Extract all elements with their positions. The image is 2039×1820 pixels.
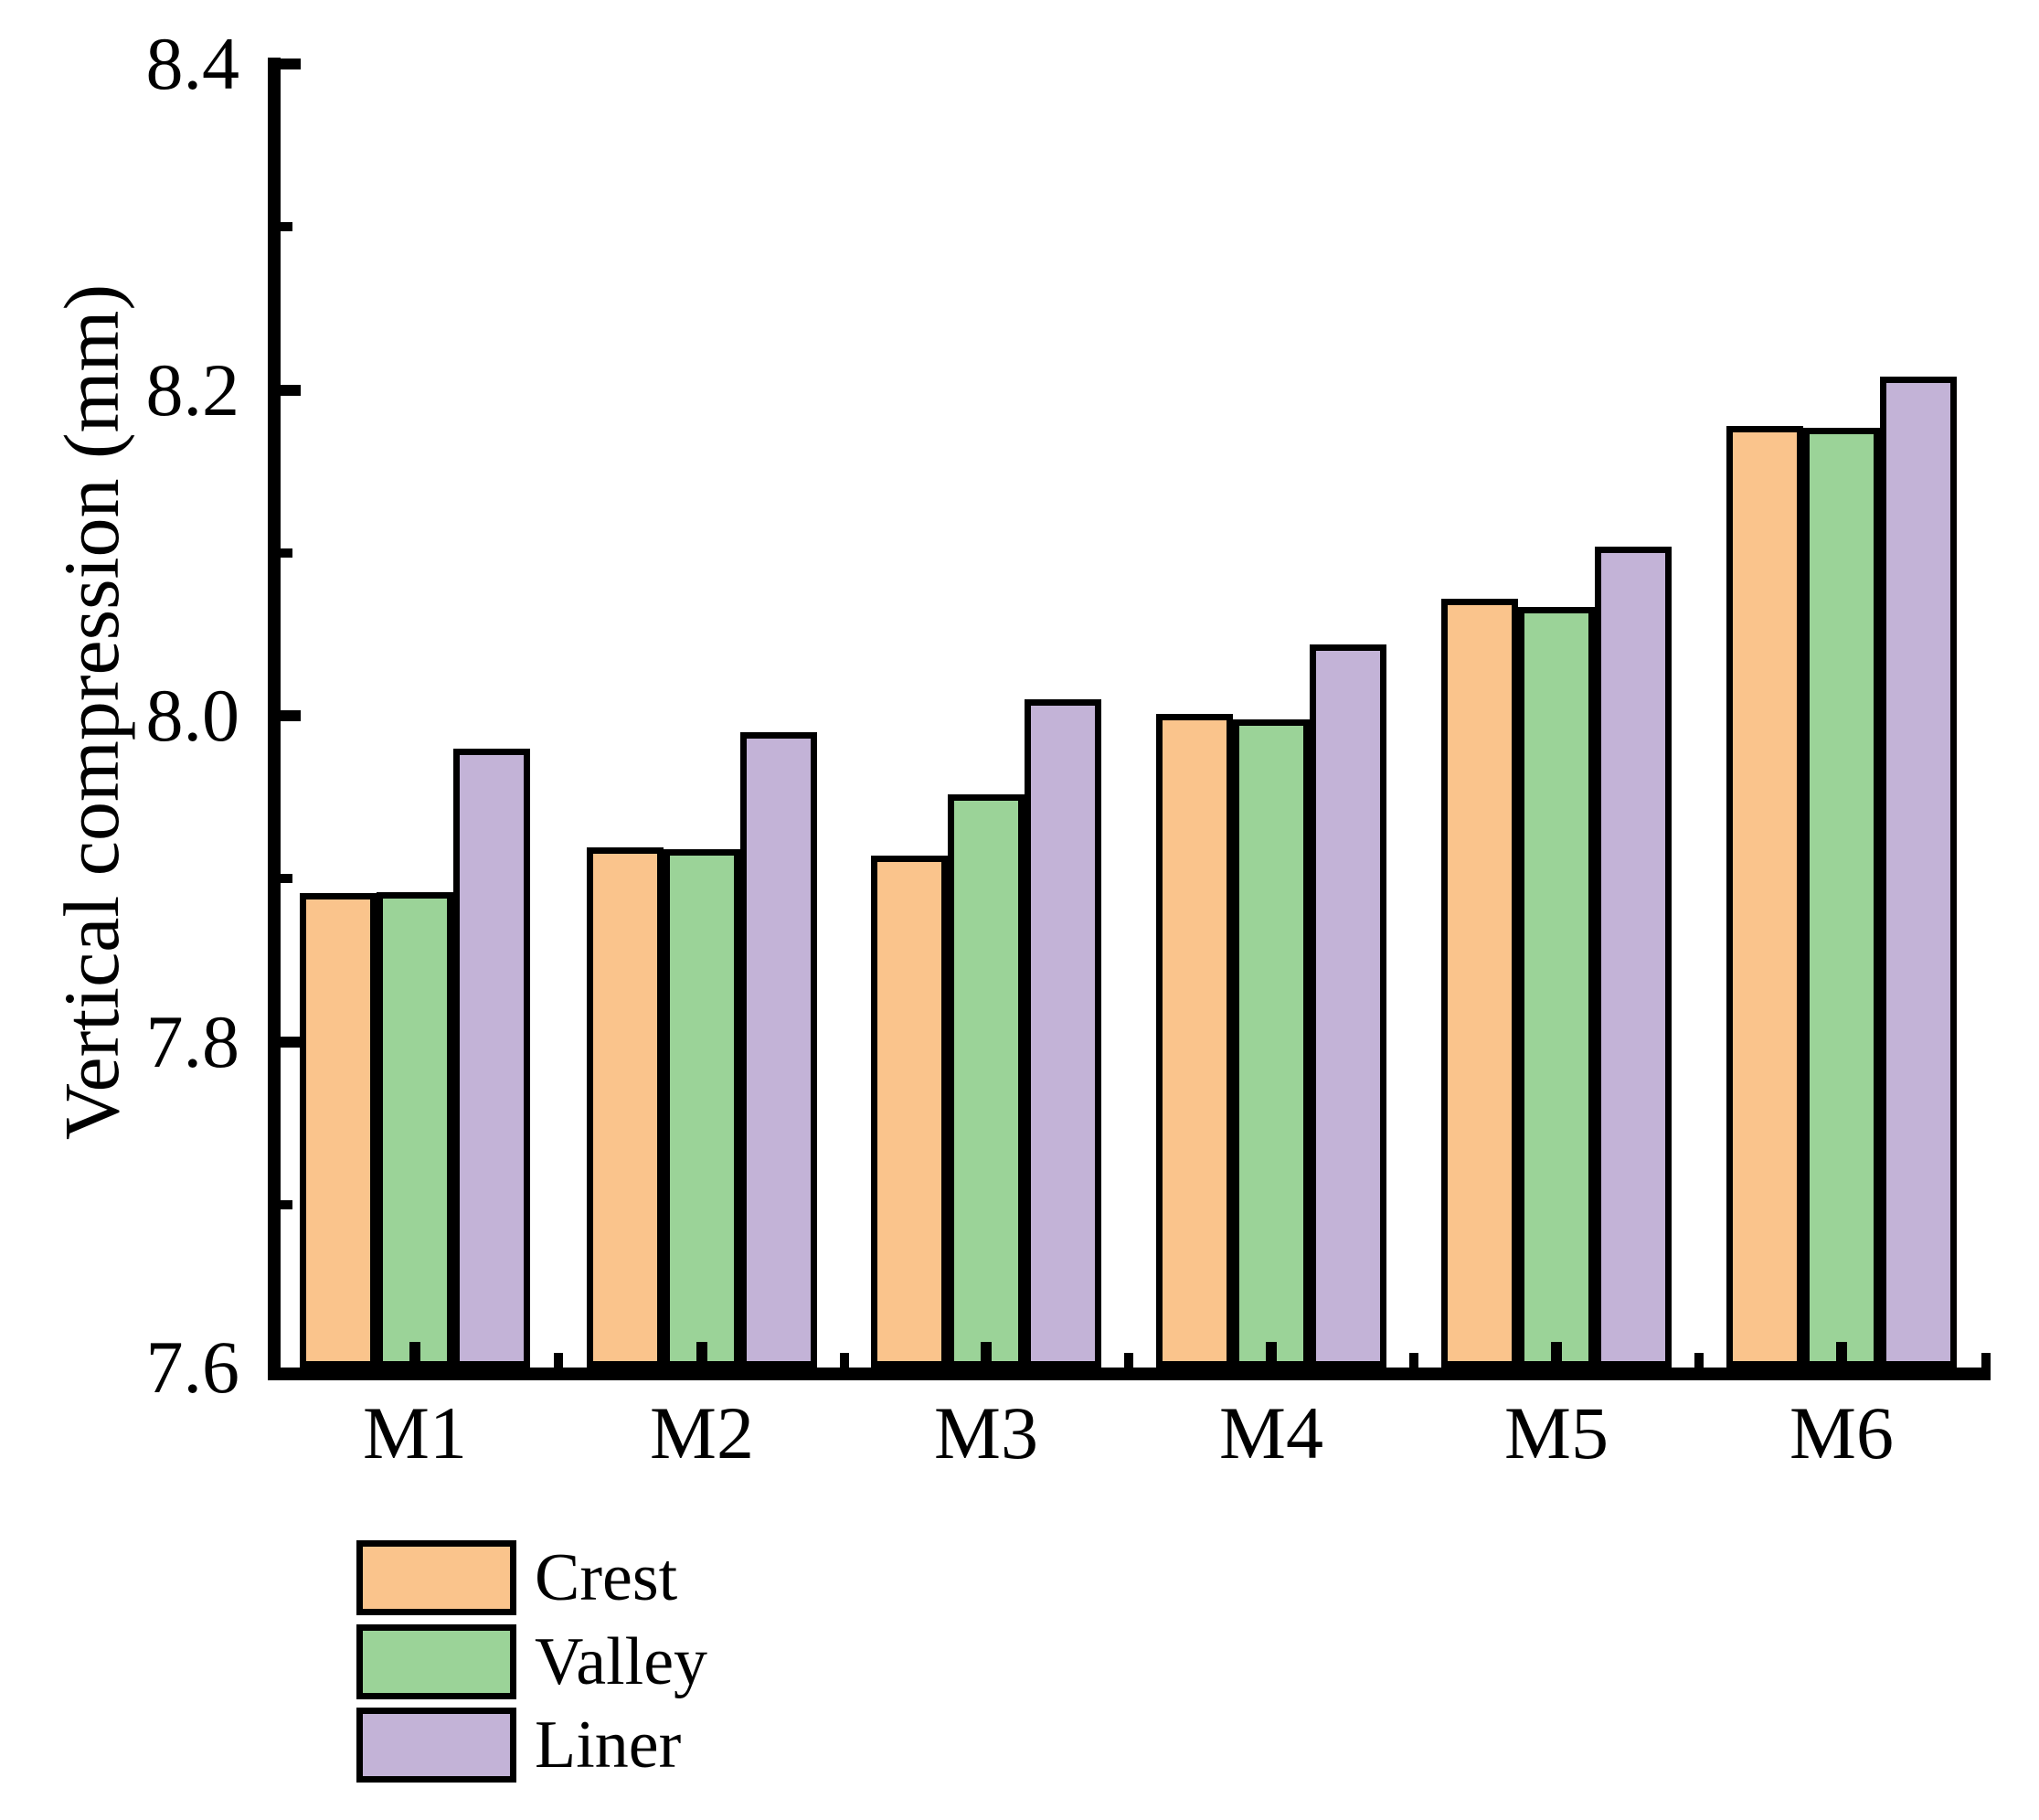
x-category-label-m5: M5 <box>1504 1391 1609 1474</box>
bar-m3-crest <box>871 856 948 1368</box>
x-major-tick <box>409 1342 420 1368</box>
bar-m4-crest <box>1156 714 1233 1368</box>
bar-m4-liner <box>1310 644 1386 1368</box>
x-minor-tick <box>554 1353 563 1368</box>
y-tick-label: 8.4 <box>145 22 240 105</box>
bar-m1-valley <box>377 891 453 1368</box>
bar-m2-liner <box>740 731 817 1368</box>
x-major-tick <box>1551 1342 1562 1368</box>
bar-m6-crest <box>1726 425 1803 1368</box>
y-major-tick <box>281 710 301 721</box>
plot-area <box>268 58 1991 1380</box>
legend-label-liner: Liner <box>535 1708 682 1783</box>
y-minor-tick <box>281 548 292 558</box>
bar-m2-valley <box>664 849 740 1368</box>
y-minor-tick <box>281 874 292 884</box>
bar-m6-valley <box>1803 427 1880 1368</box>
x-minor-tick <box>1409 1353 1418 1368</box>
x-minor-tick <box>1694 1353 1704 1368</box>
legend-swatch-valley <box>356 1624 516 1699</box>
bar-m3-valley <box>948 793 1025 1368</box>
y-tick-label: 8.0 <box>145 674 240 757</box>
y-major-tick <box>281 59 301 69</box>
y-tick-label: 7.8 <box>145 999 240 1083</box>
x-category-label-m6: M6 <box>1789 1391 1894 1474</box>
x-major-tick <box>1266 1342 1277 1368</box>
y-major-tick <box>281 1036 301 1048</box>
x-category-label-m4: M4 <box>1219 1391 1323 1474</box>
legend-swatch-crest <box>356 1540 516 1615</box>
x-minor-tick <box>839 1353 849 1368</box>
x-major-tick <box>1836 1342 1847 1368</box>
bar-m1-liner <box>453 748 530 1368</box>
bar-m5-crest <box>1441 598 1518 1368</box>
bar-m3-liner <box>1025 699 1101 1368</box>
bar-m4-valley <box>1233 718 1310 1368</box>
bar-m5-liner <box>1595 546 1672 1368</box>
x-major-tick <box>696 1342 707 1368</box>
x-minor-tick <box>1124 1353 1133 1368</box>
x-category-label-m3: M3 <box>934 1391 1038 1474</box>
y-tick-label: 7.6 <box>145 1325 240 1409</box>
x-category-label-m2: M2 <box>650 1391 754 1474</box>
x-minor-tick <box>1981 1353 1991 1368</box>
legend-label-valley: Valley <box>535 1624 708 1699</box>
y-tick-label: 8.2 <box>145 347 240 431</box>
bar-m1-crest <box>300 893 377 1368</box>
y-minor-tick <box>281 222 292 232</box>
legend-swatch-liner <box>356 1708 516 1783</box>
bar-m6-liner <box>1880 377 1957 1368</box>
y-major-tick <box>281 384 301 396</box>
x-major-tick <box>981 1342 992 1368</box>
legend-label-crest: Crest <box>535 1540 678 1615</box>
x-category-label-m1: M1 <box>363 1391 467 1474</box>
bar-m2-crest <box>587 847 664 1368</box>
y-minor-tick <box>281 1199 292 1209</box>
bar-m5-valley <box>1518 606 1595 1368</box>
